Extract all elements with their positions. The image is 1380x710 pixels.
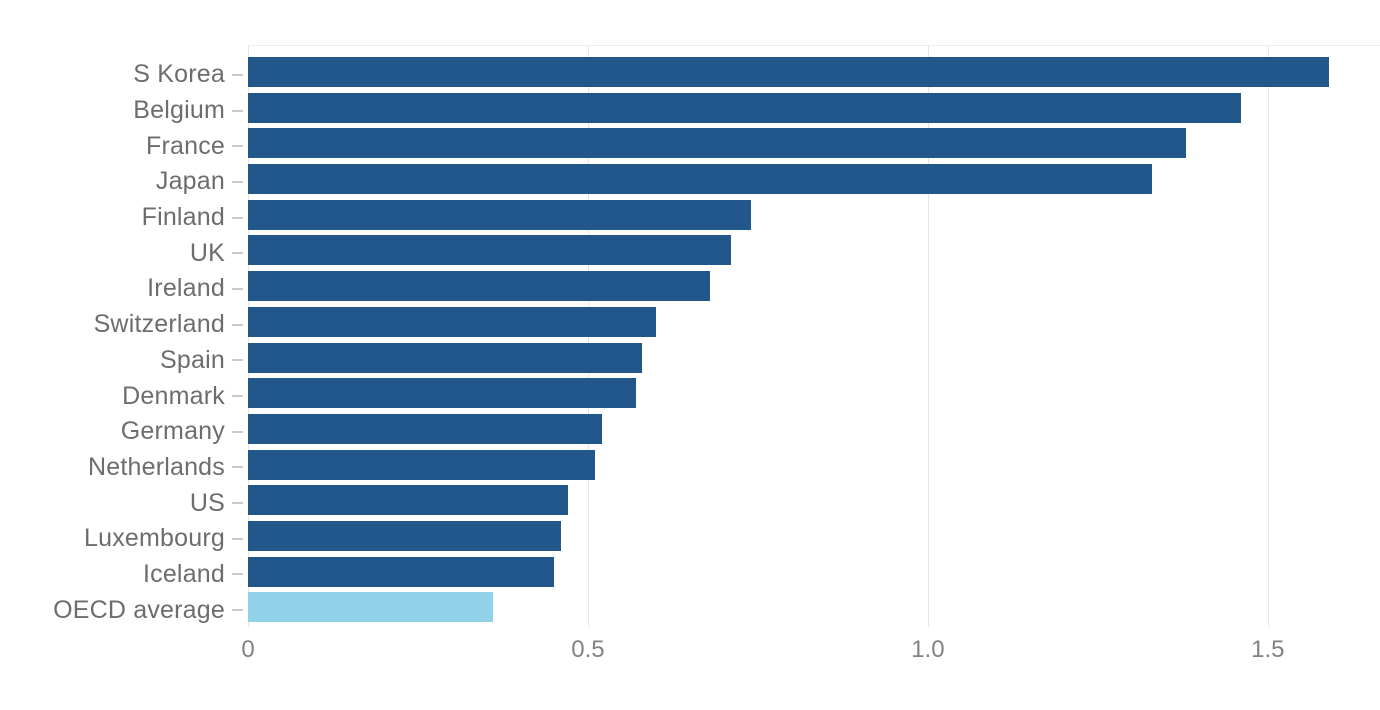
bar-row bbox=[248, 92, 1380, 129]
bar-germany bbox=[248, 413, 602, 444]
category-label-row: Switzerland bbox=[0, 307, 246, 343]
y-axis-tick bbox=[232, 573, 243, 576]
y-axis-tick bbox=[232, 216, 243, 219]
y-axis-tick bbox=[232, 323, 243, 326]
bar-france bbox=[248, 128, 1187, 159]
category-label: Ireland bbox=[147, 274, 225, 303]
y-axis-tick bbox=[232, 287, 243, 290]
bar-luxembourg bbox=[248, 520, 561, 551]
bar-japan bbox=[248, 164, 1153, 195]
y-axis-tick bbox=[232, 73, 243, 76]
category-label-row: Denmark bbox=[0, 378, 246, 414]
category-label: Finland bbox=[141, 203, 225, 232]
y-axis-tick bbox=[232, 395, 243, 398]
bar-switzerland bbox=[248, 306, 656, 337]
bar-row bbox=[248, 199, 1380, 236]
bar-oecd-average bbox=[248, 592, 493, 623]
bar-iceland bbox=[248, 556, 554, 587]
category-label: Luxembourg bbox=[84, 524, 225, 553]
category-label-row: Finland bbox=[0, 200, 246, 236]
x-axis: 0 0.5 1.0 1.5 bbox=[241, 636, 1380, 672]
category-label: Belgium bbox=[133, 96, 225, 125]
bar-uk bbox=[248, 235, 731, 266]
category-label-row: Belgium bbox=[0, 93, 246, 129]
bar-row bbox=[248, 306, 1380, 343]
bar-row bbox=[248, 128, 1380, 164]
gridline bbox=[927, 46, 929, 627]
x-axis-tick-label: 0 bbox=[241, 636, 255, 663]
category-label-row: Luxembourg bbox=[0, 521, 246, 557]
y-axis-tick bbox=[232, 180, 243, 183]
y-axis-tick bbox=[232, 359, 243, 362]
bar-row bbox=[248, 592, 1380, 628]
bar-netherlands bbox=[248, 449, 595, 480]
y-axis-tick bbox=[232, 466, 243, 469]
category-label-row: Iceland bbox=[0, 557, 246, 593]
bar-row bbox=[248, 235, 1380, 271]
category-label-row: France bbox=[0, 128, 246, 164]
category-label-row: Netherlands bbox=[0, 450, 246, 486]
category-label: France bbox=[145, 131, 225, 160]
y-axis-tick bbox=[232, 537, 243, 540]
category-label: Iceland bbox=[142, 559, 225, 588]
y-axis-tick bbox=[232, 430, 243, 433]
category-label: Switzerland bbox=[93, 310, 225, 339]
category-label-row: Germany bbox=[0, 414, 246, 450]
bars-area bbox=[248, 57, 1380, 628]
y-axis-tick bbox=[232, 252, 243, 255]
bar-s-korea bbox=[248, 57, 1329, 87]
category-label-row: S Korea bbox=[0, 57, 246, 93]
bar-us bbox=[248, 485, 568, 516]
gridline bbox=[1267, 46, 1269, 627]
category-label: S Korea bbox=[133, 60, 225, 89]
category-label: UK bbox=[189, 238, 225, 267]
y-axis-tick bbox=[232, 109, 243, 112]
bar-row bbox=[248, 556, 1380, 593]
bar-denmark bbox=[248, 378, 636, 409]
bar-row bbox=[248, 520, 1380, 557]
category-label-row: Spain bbox=[0, 343, 246, 379]
x-axis-tick-label: 1.5 bbox=[1251, 636, 1285, 663]
bar-row bbox=[248, 378, 1380, 414]
category-label: OECD average bbox=[53, 595, 225, 624]
y-axis-tick bbox=[232, 609, 243, 612]
bar-row bbox=[248, 57, 1380, 93]
bar-row bbox=[248, 413, 1380, 450]
category-label-row: US bbox=[0, 485, 246, 521]
category-label-row: Japan bbox=[0, 164, 246, 200]
category-label: Germany bbox=[120, 417, 225, 446]
x-axis-tick-label: 1.0 bbox=[911, 636, 945, 663]
category-label: Netherlands bbox=[87, 452, 225, 481]
bar-ireland bbox=[248, 271, 711, 302]
category-label: Denmark bbox=[122, 381, 225, 410]
y-axis-tick bbox=[232, 145, 243, 148]
category-label-row: Ireland bbox=[0, 271, 246, 307]
bar-row bbox=[248, 164, 1380, 200]
category-label: Spain bbox=[160, 345, 225, 374]
y-axis-tick bbox=[232, 502, 243, 505]
category-label-row: OECD average bbox=[0, 592, 246, 628]
bar-row bbox=[248, 449, 1380, 486]
bar-belgium bbox=[248, 92, 1241, 123]
x-axis-tick-label: 0.5 bbox=[571, 636, 605, 663]
category-label: US bbox=[189, 488, 225, 517]
category-label-row: UK bbox=[0, 235, 246, 271]
bar-spain bbox=[248, 342, 643, 373]
category-label: Japan bbox=[155, 167, 225, 196]
bar-row bbox=[248, 271, 1380, 307]
bar-row bbox=[248, 485, 1380, 521]
category-labels: S Korea Belgium France Japan Finland UK Irelan… bbox=[0, 57, 246, 628]
bar-finland bbox=[248, 199, 752, 230]
bar-row bbox=[248, 342, 1380, 379]
